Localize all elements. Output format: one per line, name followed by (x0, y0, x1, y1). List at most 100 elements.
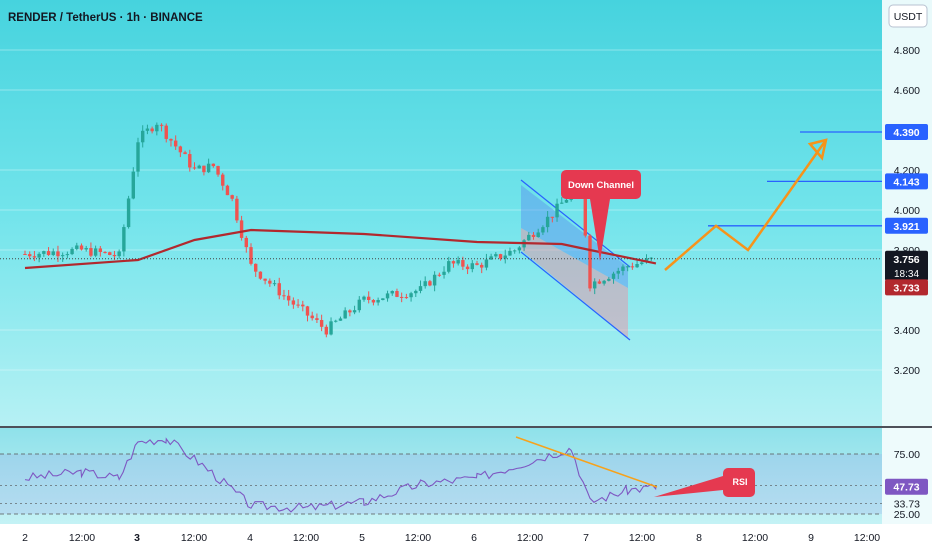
candle-body (395, 290, 399, 297)
channel-lower-fill (521, 228, 628, 338)
level-tag (885, 173, 928, 190)
time-tick-label: 6 (471, 532, 477, 544)
candle-body (75, 245, 79, 249)
horizontal-levels (708, 131, 882, 227)
candle-body (155, 124, 159, 132)
price-tick-label: 3.400 (894, 325, 920, 337)
candle-body (348, 310, 352, 313)
candle-body (164, 125, 168, 139)
candle-body (173, 140, 178, 147)
rsi-callout-shape (654, 468, 755, 497)
time-tick-label: 12:00 (405, 532, 431, 544)
down-channel-callout: Down Channel (561, 170, 641, 261)
rsi-tick-label: 33.73 (894, 499, 920, 511)
candle-body (451, 261, 456, 264)
rsi-current-tag (885, 478, 928, 495)
time-axis: 2 12:00 3 12:00 4 12:00 5 12:00 6 12:00 7 12:00 8 12:… (22, 532, 880, 544)
candle-body (32, 256, 37, 258)
callout-bubble (561, 170, 641, 261)
candle-body (145, 128, 150, 131)
candle-body (649, 257, 653, 259)
candle-body (550, 216, 555, 218)
candle-body (456, 260, 460, 264)
candle-body (37, 253, 41, 258)
candle-body (541, 227, 545, 233)
candle-body (301, 304, 305, 307)
candle-body (381, 298, 385, 300)
candle-body (367, 296, 371, 300)
ma-price-tag (885, 279, 928, 296)
candle-body (93, 248, 98, 256)
candle-body (258, 271, 263, 279)
time-tick-label: 7 (583, 532, 589, 544)
time-tick-label: 4 (247, 532, 253, 544)
candle-body (206, 163, 211, 173)
candle-body (484, 259, 489, 268)
candle-body (357, 299, 361, 311)
candle-body (560, 202, 564, 204)
candle-body (616, 270, 620, 274)
candle-body (428, 281, 432, 286)
time-tick-label: 12:00 (181, 532, 207, 544)
candle-body (169, 138, 173, 141)
price-pane-background (0, 0, 882, 426)
candle-body (23, 254, 27, 255)
price-tick-label: 4.800 (894, 45, 920, 57)
candle-body (286, 295, 291, 301)
level-tag (885, 217, 928, 234)
candle-body (249, 247, 253, 264)
candle-body (611, 273, 616, 279)
candle-body (60, 255, 65, 257)
candle-body (498, 254, 503, 259)
candle-body (305, 306, 310, 316)
candle-body (404, 297, 409, 299)
time-tick-label: 5 (359, 532, 365, 544)
level-tag-label: 4.143 (893, 176, 919, 188)
candle-body (489, 256, 493, 260)
candle-body (640, 262, 644, 264)
candle-body (437, 274, 442, 276)
candle-body (268, 280, 272, 284)
candle-body (555, 203, 559, 218)
candle-body (512, 250, 517, 252)
price-tick-label: 4.600 (894, 85, 920, 97)
time-tick-label: 12:00 (517, 532, 543, 544)
candle-body (319, 319, 324, 327)
candle-body (89, 248, 93, 256)
candle-body (635, 263, 639, 268)
time-tick-label: 12:00 (293, 532, 319, 544)
candle-body (244, 237, 248, 248)
candle-body (531, 234, 536, 237)
candle-body (126, 198, 131, 228)
time-tick-label: 2 (22, 532, 28, 544)
currency-button[interactable]: USDT (888, 4, 928, 28)
rsi-tick-label: 25.00 (894, 509, 920, 521)
price-axis-background (882, 0, 932, 426)
rsi-callout-label: RSI (732, 477, 747, 487)
price-tick-label: 4.000 (894, 205, 920, 217)
candle-body (414, 290, 418, 294)
candle-body (564, 199, 569, 203)
candle-body (588, 235, 592, 289)
time-tick-label: 9 (808, 532, 814, 544)
rsi-tick-label: 75.00 (894, 449, 920, 461)
rsi-axis-background (882, 428, 932, 524)
price-tags: 4.390 4.143 3.921 3.756 18:34 3.733 (885, 124, 928, 296)
channel-lower-line (520, 251, 631, 341)
candle-body (272, 283, 277, 285)
candle-body (211, 163, 216, 167)
time-axis-background (0, 524, 932, 550)
candle-body (432, 274, 437, 286)
candle-body (197, 165, 201, 169)
time-tick-label: 12:00 (854, 532, 880, 544)
candle-body (159, 124, 164, 126)
level-tag-label: 3.921 (893, 221, 919, 233)
current-price-tag (885, 250, 928, 281)
candle-body (136, 142, 140, 172)
candle-body (423, 281, 427, 287)
candle-body (470, 263, 474, 270)
time-tick-label: 8 (696, 532, 702, 544)
candle-body (334, 320, 338, 322)
